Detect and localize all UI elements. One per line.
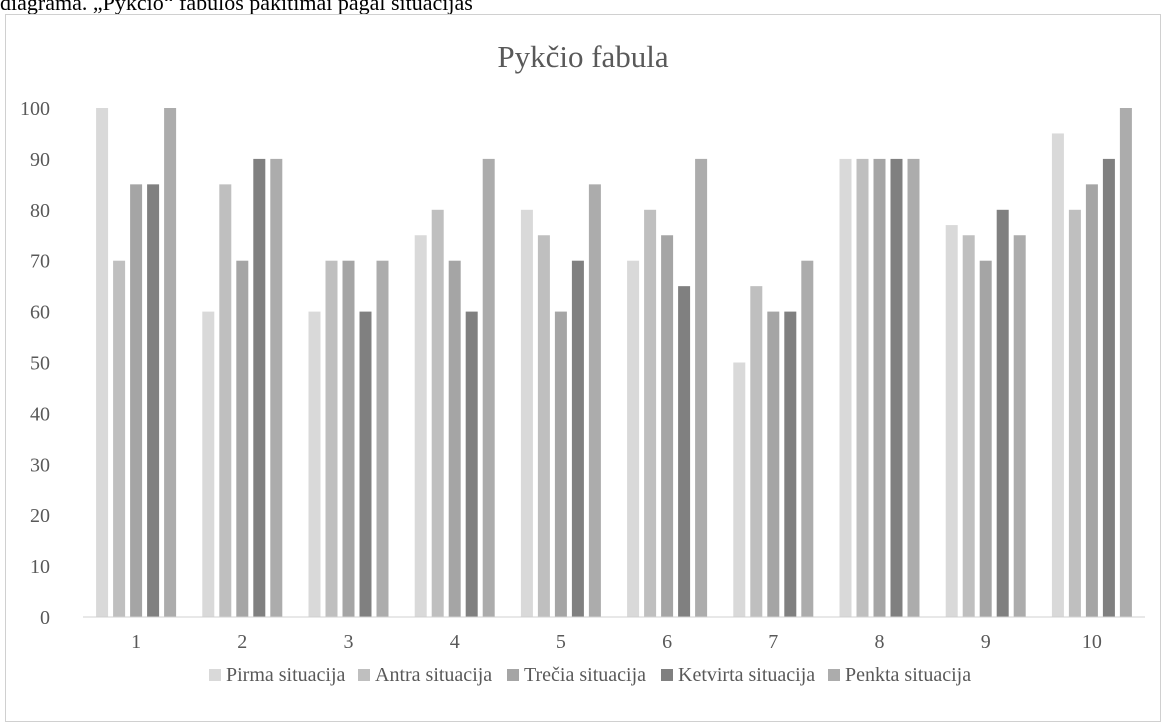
- bar: [164, 108, 177, 617]
- bar: [767, 311, 780, 617]
- y-axis: 0 10 20 30 40 50 60 70 80 90 100: [20, 98, 50, 629]
- legend: Pirma situacija Antra situacija Trečia sit…: [209, 664, 971, 686]
- bar: [945, 225, 958, 617]
- bar: [571, 260, 584, 617]
- bar: [661, 235, 674, 617]
- bar: [801, 260, 814, 617]
- bar: [431, 209, 444, 618]
- bar: [644, 209, 657, 618]
- legend-swatch: [661, 669, 673, 681]
- legend-entry: Pirma situacija: [226, 664, 346, 686]
- bar: [1119, 108, 1132, 617]
- legend-entry: Ketvirta situacija: [678, 664, 815, 686]
- legend-swatch: [507, 669, 519, 681]
- bar: [554, 311, 567, 617]
- chart-frame: Pykčio fabula 0 10 20 30 40 50 60 70 80 90 100 1 2 3…: [5, 14, 1161, 722]
- bar: [979, 260, 992, 617]
- y-tick-label: 10: [30, 556, 50, 578]
- bar: [308, 311, 321, 617]
- bar-chart: Pykčio fabula 0 10 20 30 40 50 60 70 80 90 100 1 2 3…: [20, 39, 1145, 686]
- bar: [147, 184, 160, 617]
- bar: [1085, 184, 1098, 617]
- bar: [96, 108, 109, 617]
- legend-swatch: [828, 669, 840, 681]
- x-tick-label: 9: [981, 631, 991, 653]
- x-tick-label: 5: [556, 631, 566, 653]
- bar: [784, 311, 797, 617]
- bar: [537, 235, 550, 617]
- bar: [219, 184, 232, 617]
- x-axis: 1 2 3 4 5 6 7 8 9 10: [83, 616, 1145, 653]
- y-tick-label: 70: [30, 251, 50, 273]
- bar: [890, 158, 903, 617]
- y-tick-label: 40: [30, 403, 50, 425]
- bar: [750, 286, 763, 617]
- bar: [873, 158, 886, 617]
- bars: [96, 108, 1132, 618]
- x-tick-label: 10: [1082, 631, 1102, 653]
- x-tick-label: 4: [450, 631, 460, 653]
- y-tick-label: 100: [20, 98, 50, 120]
- bar: [359, 311, 372, 617]
- bar: [376, 260, 389, 617]
- bar: [1013, 235, 1026, 617]
- bar: [996, 209, 1009, 618]
- y-tick-label: 50: [30, 353, 50, 375]
- bar: [907, 158, 920, 617]
- y-tick-label: 80: [30, 200, 50, 222]
- bar: [448, 260, 461, 617]
- bar: [113, 260, 126, 617]
- x-tick-label: 2: [237, 631, 247, 653]
- bar: [1068, 209, 1081, 618]
- y-tick-label: 60: [30, 302, 50, 324]
- bar: [856, 158, 869, 617]
- y-tick-label: 30: [30, 454, 50, 476]
- x-tick-label: 7: [768, 631, 778, 653]
- bar: [839, 158, 852, 617]
- bar: [482, 158, 495, 617]
- x-tick-label: 1: [131, 631, 141, 653]
- bar: [202, 311, 215, 617]
- legend-entry: Trečia situacija: [524, 664, 646, 686]
- bar: [325, 260, 338, 617]
- bar: [520, 209, 533, 618]
- bar: [1102, 158, 1115, 617]
- bar: [414, 235, 427, 617]
- bar: [588, 184, 601, 617]
- y-tick-label: 90: [30, 149, 50, 171]
- legend-swatch: [358, 669, 370, 681]
- legend-entry: Penkta situacija: [845, 664, 971, 686]
- x-tick-label: 8: [875, 631, 885, 653]
- bar: [270, 158, 283, 617]
- bar: [236, 260, 249, 617]
- bar: [1051, 133, 1064, 617]
- legend-entry: Antra situacija: [375, 664, 492, 686]
- bar: [962, 235, 975, 617]
- bar: [253, 158, 266, 617]
- figure-caption: diagrama. „Pykčio“ fabulos pakitimai pag…: [0, 0, 473, 15]
- chart-title: Pykčio fabula: [497, 39, 669, 74]
- bar: [678, 286, 691, 617]
- bar: [342, 260, 355, 617]
- bar: [695, 158, 708, 617]
- y-tick-label: 0: [40, 607, 50, 629]
- bar: [627, 260, 640, 617]
- bar: [465, 311, 478, 617]
- legend-swatch: [209, 669, 221, 681]
- bar: [130, 184, 143, 617]
- y-tick-label: 20: [30, 505, 50, 527]
- x-tick-label: 6: [662, 631, 672, 653]
- bar: [733, 362, 746, 617]
- x-tick-label: 3: [344, 631, 354, 653]
